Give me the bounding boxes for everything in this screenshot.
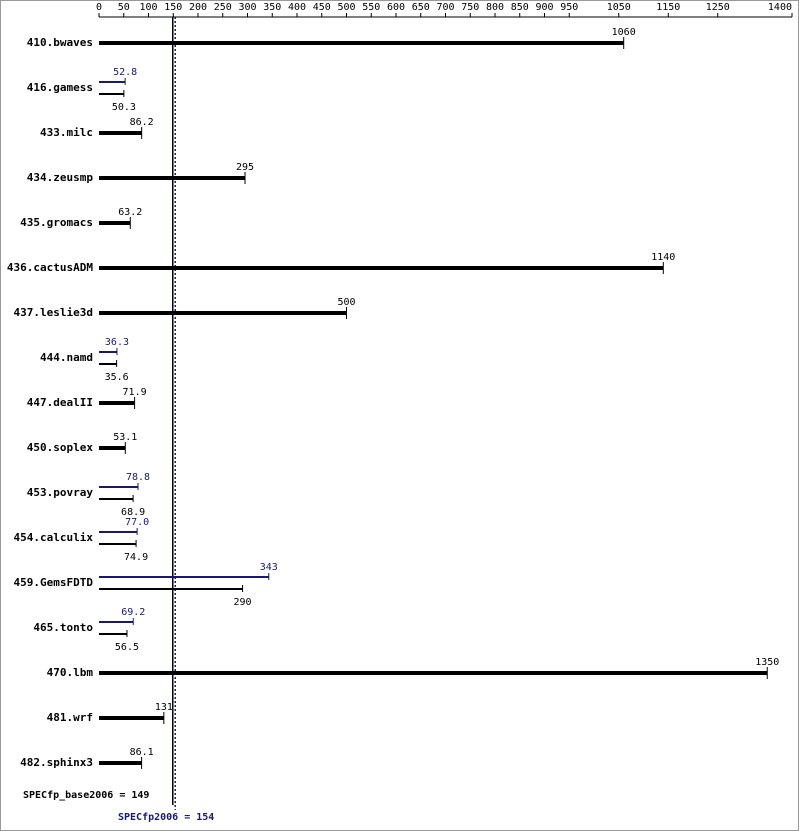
x-tick-label: 0 <box>96 2 102 13</box>
peak-bar <box>99 531 138 533</box>
value-label: 63.2 <box>118 207 142 218</box>
base-bar <box>99 363 117 365</box>
category-label: 416.gamess <box>27 81 93 94</box>
base-value-label: 74.9 <box>124 552 148 563</box>
base-bar <box>99 93 124 95</box>
category-label: 444.namd <box>40 351 93 364</box>
peak-value-label: 52.8 <box>113 67 137 78</box>
base-bar <box>99 543 137 545</box>
bar <box>99 266 664 270</box>
value-label: 86.1 <box>130 747 154 758</box>
value-label: 86.2 <box>130 117 154 128</box>
peak-value-label: 343 <box>260 562 278 573</box>
value-label: 53.1 <box>113 432 137 443</box>
base-value-label: 35.6 <box>105 372 129 383</box>
x-tick-label: 1050 <box>607 2 631 13</box>
base-bar <box>99 588 243 590</box>
x-tick-label: 200 <box>189 2 207 13</box>
peak-bar <box>99 486 139 488</box>
base-value-label: 68.9 <box>121 507 145 518</box>
x-tick-label: 800 <box>486 2 504 13</box>
peak-value-label: 77.0 <box>125 517 149 528</box>
category-label: 470.lbm <box>47 666 94 679</box>
reference-label: SPECfp_base2006 = 149 <box>23 790 149 801</box>
bar <box>99 401 135 405</box>
bar <box>99 761 142 765</box>
value-label: 131 <box>155 702 173 713</box>
x-tick-label: 1250 <box>706 2 730 13</box>
bar <box>99 41 624 45</box>
x-tick-label: 1150 <box>656 2 680 13</box>
category-label: 454.calculix <box>14 531 94 544</box>
value-label: 295 <box>236 162 254 173</box>
x-tick-label: 850 <box>511 2 529 13</box>
base-bar <box>99 633 127 635</box>
category-label: 437.leslie3d <box>14 306 93 319</box>
category-label: 481.wrf <box>47 711 93 724</box>
x-tick-label: 650 <box>412 2 430 13</box>
x-tick-label: 350 <box>263 2 281 13</box>
category-label: 435.gromacs <box>20 216 93 229</box>
peak-bar <box>99 81 126 83</box>
x-tick-label: 500 <box>337 2 355 13</box>
bar <box>99 131 142 135</box>
bar <box>99 671 768 675</box>
base-value-label: 290 <box>234 597 252 608</box>
x-tick-label: 400 <box>288 2 306 13</box>
category-label: 434.zeusmp <box>27 171 94 184</box>
bar <box>99 221 131 225</box>
bar <box>99 176 246 180</box>
x-tick-label: 250 <box>214 2 232 13</box>
bar <box>99 446 126 450</box>
reference-label: SPECfp2006 = 154 <box>118 812 214 823</box>
value-label: 1140 <box>651 252 675 263</box>
x-tick-label: 100 <box>139 2 157 13</box>
peak-bar <box>99 576 269 578</box>
value-label: 1060 <box>612 27 636 38</box>
x-tick-label: 450 <box>313 2 331 13</box>
x-tick-label: 150 <box>164 2 182 13</box>
x-tick-label: 550 <box>362 2 380 13</box>
category-label: 433.milc <box>40 126 93 139</box>
base-bar <box>99 498 134 500</box>
x-tick-label: 50 <box>118 2 130 13</box>
value-label: 500 <box>337 297 355 308</box>
peak-value-label: 69.2 <box>121 607 145 618</box>
peak-bar <box>99 621 134 623</box>
value-label: 71.9 <box>123 387 147 398</box>
peak-value-label: 78.8 <box>126 472 150 483</box>
peak-bar <box>99 351 117 353</box>
bar <box>99 311 347 315</box>
x-tick-label: 300 <box>238 2 256 13</box>
category-label: 450.soplex <box>27 441 94 454</box>
base-value-label: 56.5 <box>115 642 139 653</box>
x-tick-label: 700 <box>436 2 454 13</box>
category-label: 465.tonto <box>33 621 93 634</box>
x-tick-label: 600 <box>387 2 405 13</box>
x-tick-label: 750 <box>461 2 479 13</box>
category-label: 453.povray <box>27 486 94 499</box>
category-label: 482.sphinx3 <box>20 756 93 769</box>
peak-value-label: 36.3 <box>105 337 129 348</box>
x-tick-label: 950 <box>560 2 578 13</box>
category-label: 436.cactusADM <box>7 261 93 274</box>
category-label: 459.GemsFDTD <box>14 576 94 589</box>
base-value-label: 50.3 <box>112 102 136 113</box>
bar <box>99 716 164 720</box>
value-label: 1350 <box>755 657 779 668</box>
category-label: 410.bwaves <box>27 36 93 49</box>
x-tick-label: 1400 <box>768 2 792 13</box>
x-tick-label: 900 <box>535 2 553 13</box>
category-label: 447.dealII <box>27 396 93 409</box>
